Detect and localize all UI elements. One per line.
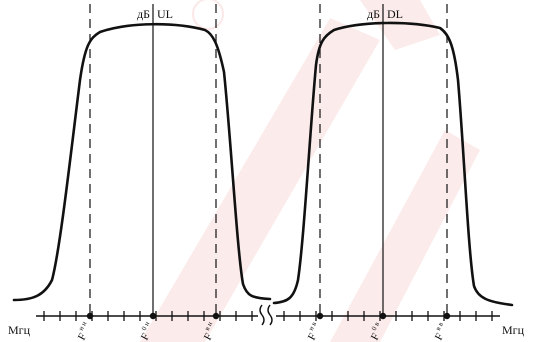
- marker-dot-dl-high: [443, 312, 451, 320]
- svg-text:F: F: [139, 331, 152, 342]
- marker-label-dl-low: F н в: [306, 320, 319, 342]
- watermark: [140, 0, 480, 342]
- ul-link-label: UL: [157, 7, 173, 21]
- svg-text:в н: в н: [203, 320, 214, 332]
- marker-dot-ul-center: [149, 312, 157, 320]
- svg-text:в в: в в: [434, 320, 445, 332]
- axis-unit-left: Мгц: [8, 323, 31, 337]
- dl-response-curve: [272, 21, 514, 307]
- registered-mark-icon: [192, 0, 224, 30]
- svg-text:0 н: 0 н: [140, 320, 151, 332]
- ul-response-curve: [12, 22, 272, 302]
- svg-text:F: F: [202, 331, 215, 342]
- marker-dot-dl-low: [316, 312, 324, 320]
- svg-text:F: F: [76, 331, 89, 342]
- ul-db-label: дБ: [137, 7, 150, 21]
- axis-ticks: [43, 311, 493, 321]
- svg-text:н н: н н: [77, 320, 89, 332]
- marker-dot-ul-high: [212, 312, 220, 320]
- marker-label-ul-center: F 0 н: [139, 320, 152, 342]
- marker-label-dl-high: F в в: [433, 320, 446, 342]
- svg-text:F: F: [306, 331, 319, 342]
- svg-text:0 в: 0 в: [370, 320, 381, 332]
- axis-unit-right: Мгц: [502, 323, 525, 337]
- marker-dot-ul-low: [86, 312, 94, 320]
- svg-text:F: F: [433, 331, 446, 342]
- dl-db-label: дБ: [367, 7, 380, 21]
- guide-lines: [89, 4, 448, 316]
- svg-text:н в: н в: [307, 320, 319, 332]
- dl-link-label: DL: [387, 7, 403, 21]
- svg-text:F: F: [369, 331, 382, 342]
- marker-label-ul-high: F в н: [202, 320, 215, 342]
- axis-break-icon: [259, 304, 273, 326]
- marker-dot-dl-center: [379, 312, 387, 320]
- marker-label-ul-low: F н н: [76, 320, 89, 342]
- marker-label-dl-center: F 0 в: [369, 320, 382, 342]
